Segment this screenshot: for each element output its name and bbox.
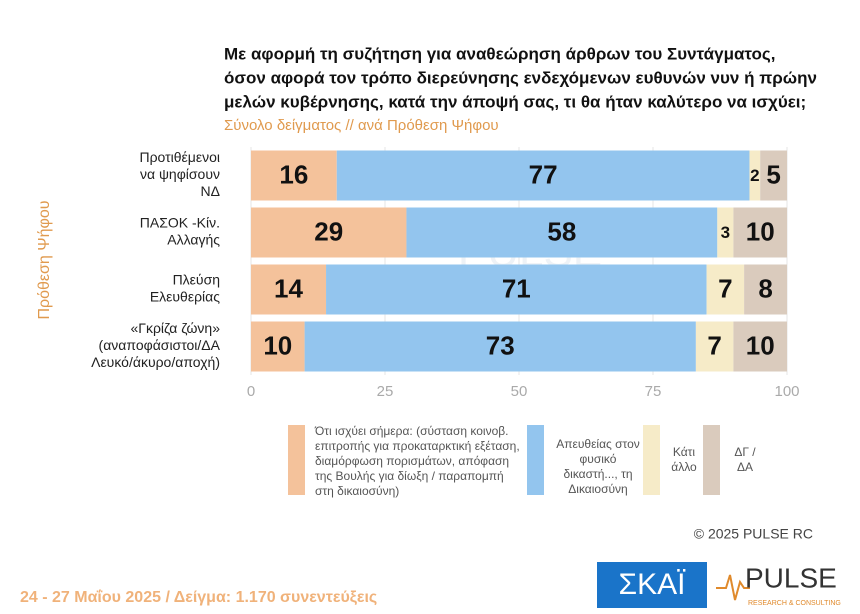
bar-segment [251,264,327,315]
y-tick-label: Ελευθερίας [150,289,220,305]
value-label: 10 [746,330,775,360]
bar-segment [733,321,787,372]
legend-label: ΔΓ / ΔΑ [734,445,756,474]
logo-pulse-wave [716,574,750,601]
value-label: 7 [718,273,732,303]
y-tick-label: να ψηφίσουν [140,166,220,182]
value-label: 73 [486,330,515,360]
fieldwork: 24 - 27 Μαΐου 2025 / Δείγμα: 1.170 συνεν… [20,589,377,606]
y-tick-label: Λευκό/άκυρο/αποχή) [91,354,220,370]
value-label: 14 [274,273,303,303]
logo-pulse: PULSE [745,562,837,593]
bar-segment [760,150,787,201]
value-label: 16 [279,159,308,189]
value-label: 8 [758,273,772,303]
legend-swatch [527,425,544,495]
bar-segment [251,207,407,258]
y-tick-label: Αλλαγής [167,232,220,248]
bar-segment [749,150,761,201]
value-label: 71 [502,273,531,303]
x-tick-label: 0 [247,383,255,400]
value-label: 10 [746,216,775,246]
legend-swatch [703,425,720,495]
value-label: 29 [314,216,343,246]
copyright: © 2025 PULSE RC [694,526,813,542]
x-tick-label: 25 [377,383,394,400]
title-line: όσον αφορά τον τρόπο διερεύνησης ενδεχόμ… [224,68,817,87]
bar-segment [326,264,707,315]
bar-segment [706,264,745,315]
y-tick-label: (αναποφάσιστοι/ΔΑ [99,337,221,353]
subtitle: Σύνολο δείγματος // ανά Πρόθεση Ψήφου [224,117,499,134]
bar-segment [717,207,734,258]
value-label: 3 [721,223,730,242]
legend-swatch [643,425,660,495]
title-line: μελών κυβέρνησης, κατά την άποψή σας, τι… [224,92,806,111]
bar-segment [251,321,305,372]
bars [251,150,787,372]
value-label: 77 [529,159,558,189]
legend-label: Ότι ισχύει σήμερα: (σύσταση κοινοβ. επιτ… [315,424,520,498]
value-label: 5 [766,159,780,189]
bar-segment [744,264,787,315]
x-tick-label: 50 [511,383,528,400]
bar-segment [733,207,787,258]
title-line: Με αφορμή τη συζήτηση για αναθεώρηση άρθ… [224,44,775,63]
legend-swatch [288,425,305,495]
y-tick-label: Προτιθέμενοι [139,149,220,165]
bar-segment [695,321,734,372]
logo-skai-bg [597,562,707,608]
y-tick-label: Πλεύση [173,272,220,288]
y-tick-label: ΝΔ [201,183,220,199]
x-tick-label: 75 [645,383,662,400]
value-label: 2 [750,166,759,185]
y-tick-label: ΠΑΣΟΚ -Κίν. [140,215,220,231]
legend-label: Απευθείας στον φυσικό δικαστή..., τη Δικ… [556,437,640,496]
bar-segment [251,150,337,201]
value-label: 58 [547,216,576,246]
value-label: 10 [263,330,292,360]
x-tick-label: 100 [774,383,799,400]
y-axis-label: Πρόθεση Ψήφου [36,200,53,319]
bar-segment [406,207,718,258]
y-tick-label: «Γκρίζα ζώνη» [130,320,220,336]
value-label: 7 [707,330,721,360]
bar-segment [304,321,696,372]
bar-segment [336,150,750,201]
logo-pulse-sub: RESEARCH & CONSULTING [748,600,841,607]
logo-skai: ΣΚΑΪ [619,568,687,601]
legend-label: Κάτι άλλο [671,445,697,474]
